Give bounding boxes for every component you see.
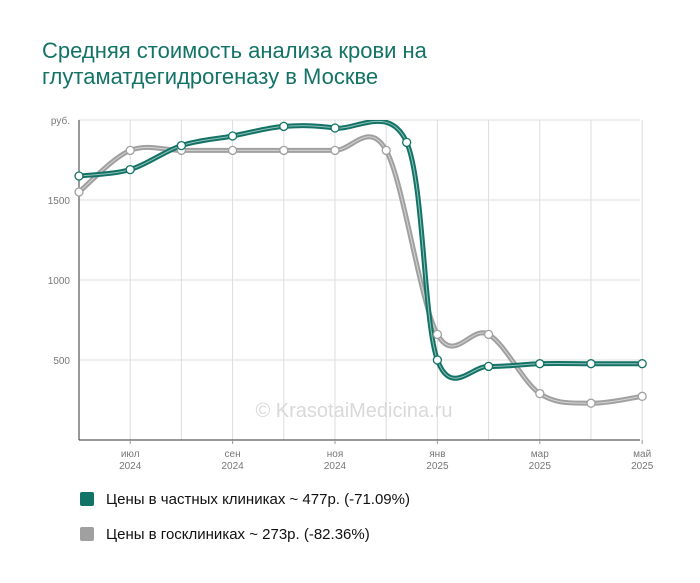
legend-item-public[interactable]: Цены в госклиниках ~ 273р. (-82.36%)	[80, 526, 370, 543]
x-tick-label-month: июл	[121, 449, 140, 460]
data-markers	[74, 121, 647, 408]
y-tick-label: 1500	[48, 196, 71, 207]
grid	[78, 119, 643, 444]
data-point-public	[330, 145, 340, 156]
legend-label-private: Цены в частных клиниках ~ 477р. (-71.09%…	[106, 491, 410, 508]
data-point-public	[637, 391, 647, 401]
x-tick-label-month: сен	[225, 449, 241, 460]
data-point-private	[483, 361, 494, 372]
x-tick-label-month: мар	[531, 449, 549, 460]
x-tick-label-month: ноя	[327, 449, 344, 460]
data-point-public	[586, 398, 596, 408]
data-point-private	[279, 121, 289, 132]
chart-title: Средняя стоимость анализа крови на глута…	[42, 38, 427, 89]
x-tick-label-year: 2025	[426, 461, 449, 472]
y-tick-label: руб.	[51, 115, 70, 127]
x-tick-label-year: 2025	[529, 461, 552, 472]
data-point-public	[381, 145, 391, 156]
data-point-private	[176, 140, 187, 151]
data-point-public	[227, 145, 238, 156]
series-path	[79, 120, 645, 381]
watermark: © KrasotaiMedicina.ru	[255, 400, 452, 422]
data-point-private	[432, 355, 443, 365]
x-tick-label-year: 2024	[221, 461, 244, 472]
legend-item-private[interactable]: Цены в частных клиниках ~ 477р. (-71.09%…	[80, 491, 410, 508]
data-point-private	[586, 359, 596, 369]
data-point-private	[74, 171, 84, 181]
legend-swatch-public	[80, 527, 94, 541]
data-point-public	[483, 329, 494, 340]
data-point-private	[402, 137, 412, 148]
legend-swatch-private	[80, 492, 94, 506]
data-point-private	[535, 359, 545, 369]
data-point-public	[74, 187, 84, 197]
legend-label-public: Цены в госклиниках ~ 273р. (-82.36%)	[106, 526, 370, 543]
y-tick-label: 500	[53, 356, 70, 367]
x-tick-label-year: 2024	[324, 461, 347, 472]
data-point-public	[432, 329, 443, 340]
x-tick-label-month: янв	[429, 449, 445, 460]
data-point-public	[125, 145, 135, 156]
x-tick-label-year: 2025	[631, 461, 654, 472]
data-point-private	[125, 164, 135, 175]
data-point-private	[227, 131, 238, 141]
data-point-public	[535, 388, 545, 399]
data-point-private	[637, 359, 647, 369]
data-point-public	[279, 145, 289, 156]
y-tick-label: 1000	[48, 276, 71, 287]
series-path-highlight	[79, 120, 643, 379]
axis-labels: 50010001500руб.июл2024сен2024ноя2024янв2…	[48, 115, 654, 472]
x-tick-label-month: май	[633, 449, 651, 460]
data-point-private	[330, 123, 340, 133]
series-lines	[79, 120, 645, 406]
series-line-private	[79, 120, 645, 381]
x-tick-label-year: 2024	[119, 461, 142, 472]
